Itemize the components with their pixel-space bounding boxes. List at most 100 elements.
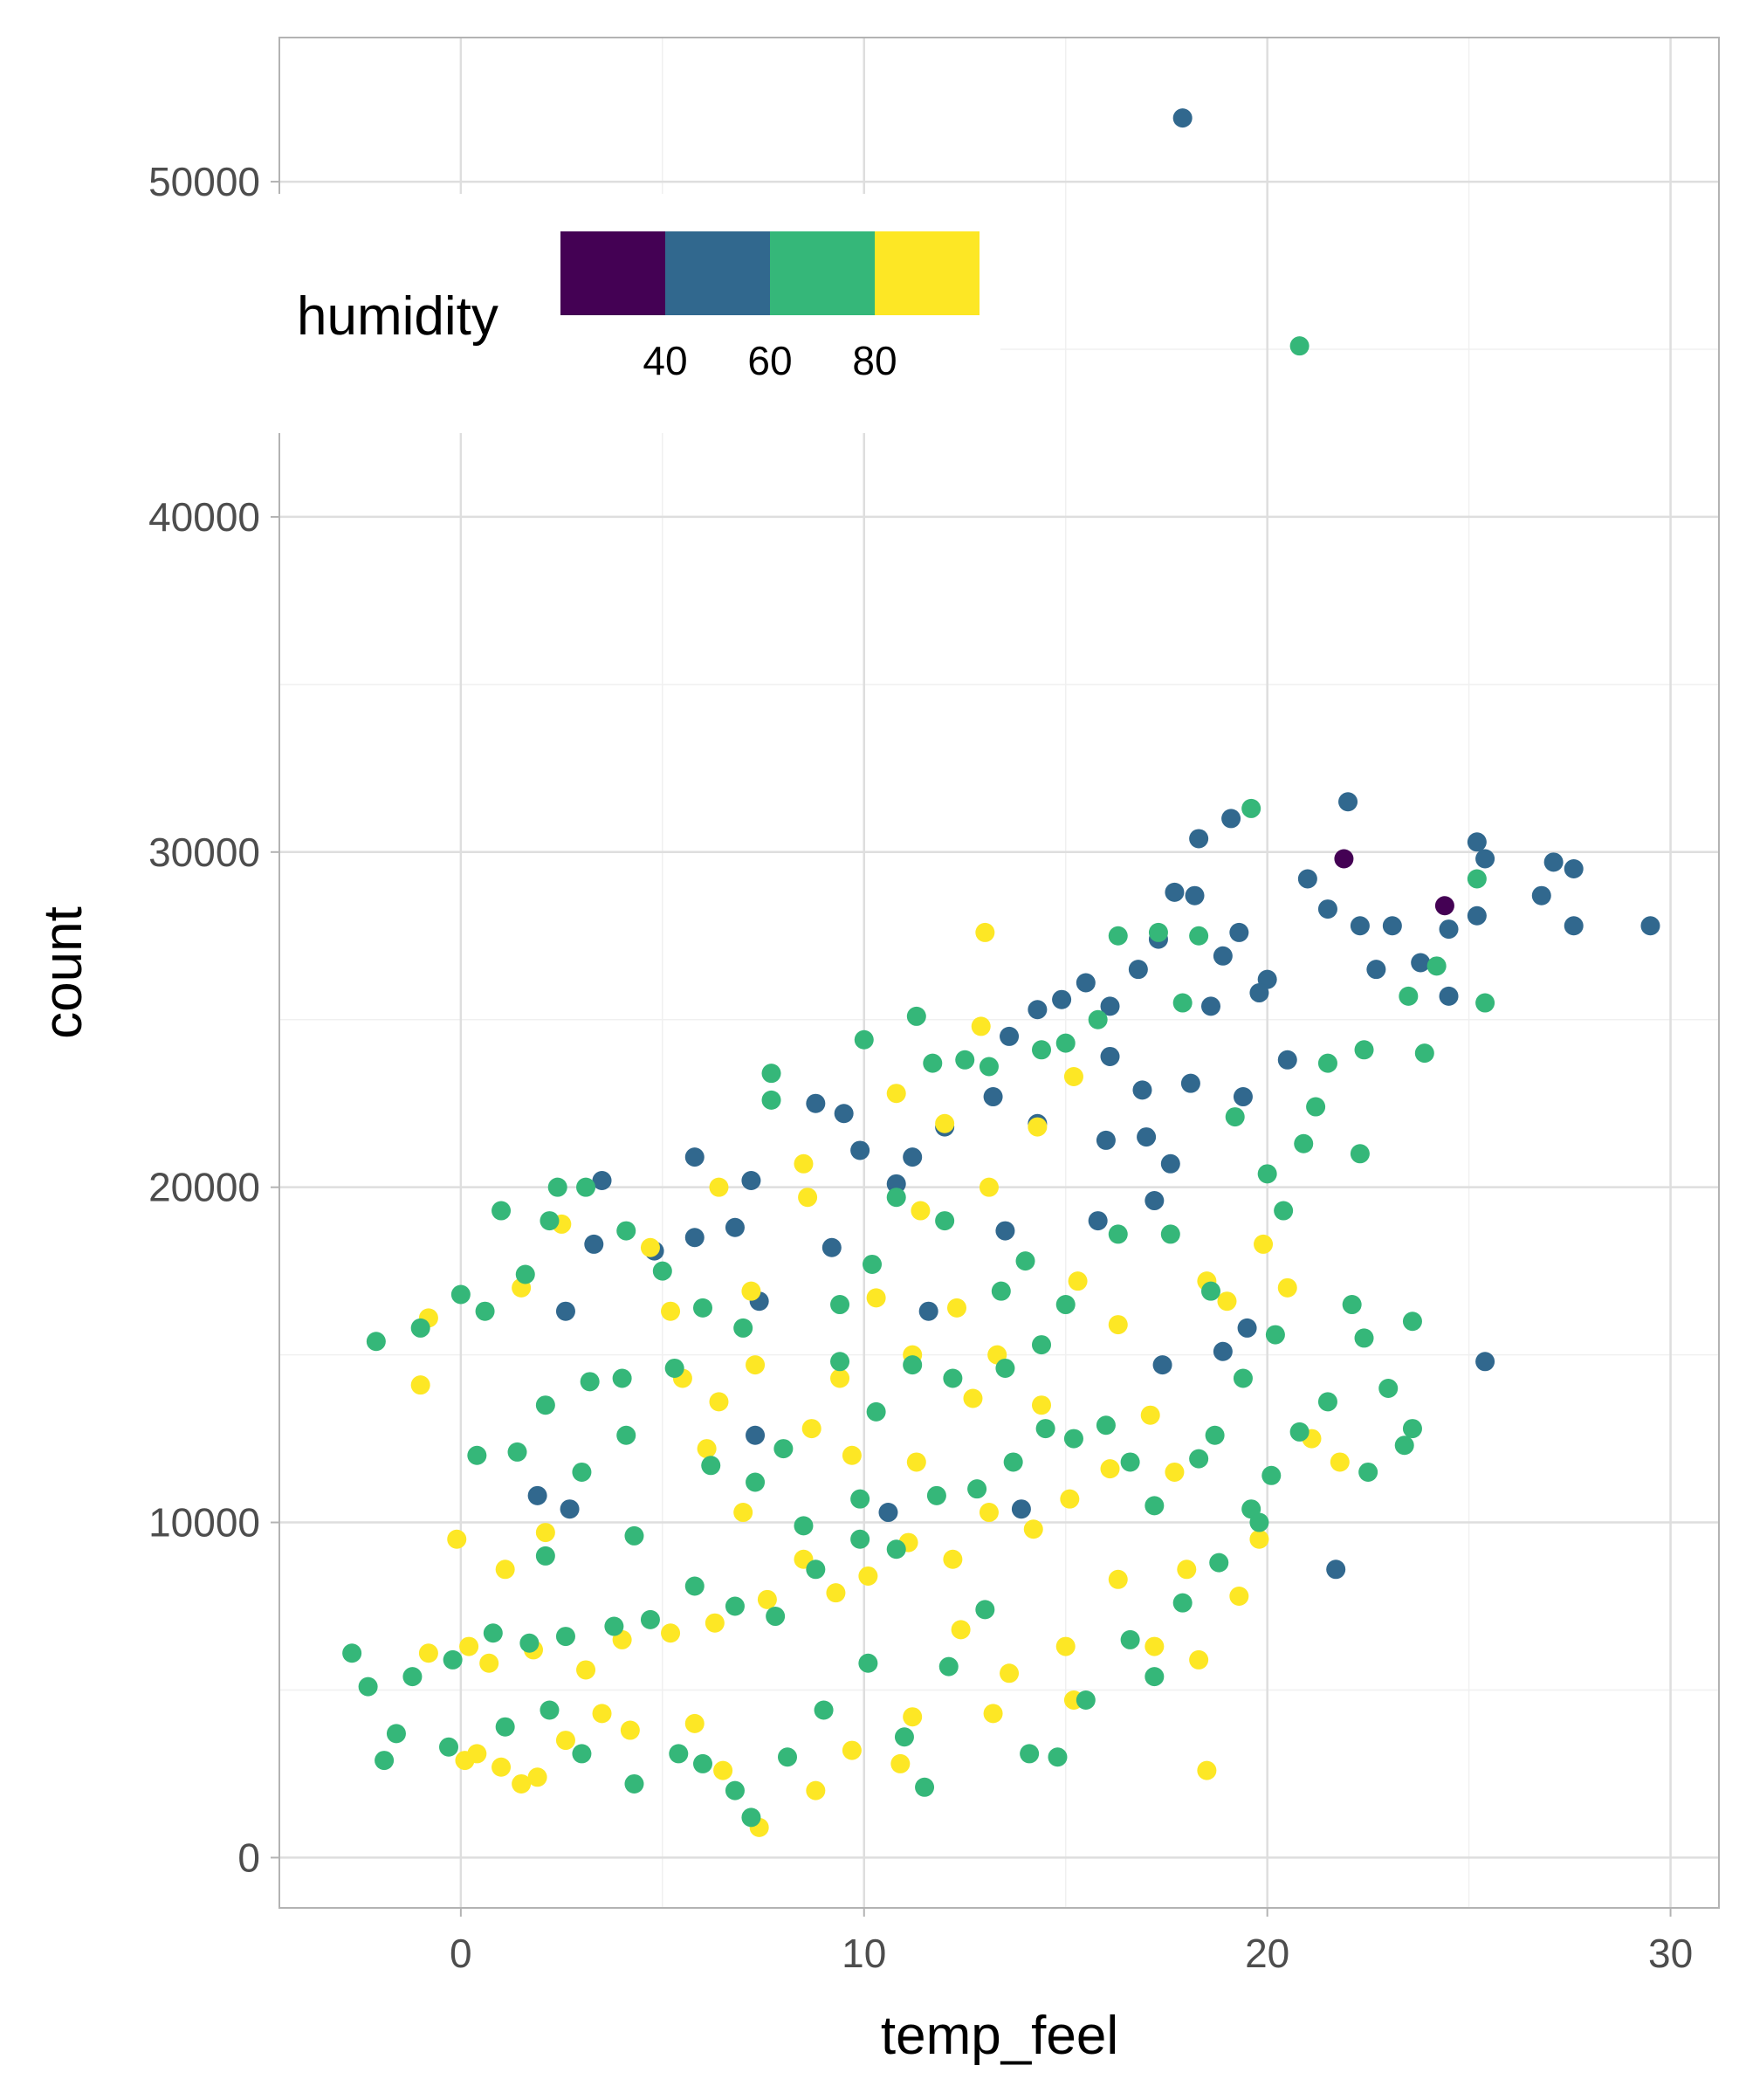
data-point xyxy=(798,1188,818,1208)
data-point xyxy=(746,1472,766,1492)
x-tick-label: 10 xyxy=(842,1931,886,1976)
data-point xyxy=(1035,1419,1055,1439)
data-point xyxy=(773,1439,794,1459)
legend-break-label: 80 xyxy=(852,338,897,383)
data-point xyxy=(926,1485,946,1505)
data-point xyxy=(1096,1415,1116,1436)
data-point xyxy=(1394,1436,1414,1456)
data-point xyxy=(1140,1405,1160,1425)
data-point xyxy=(842,1445,862,1465)
legend-color-bin xyxy=(560,231,665,315)
legend-title: humidity xyxy=(297,286,498,347)
data-point xyxy=(1201,996,1220,1016)
data-point xyxy=(1148,922,1168,942)
data-point xyxy=(806,1780,826,1800)
data-point xyxy=(1254,1234,1274,1254)
data-point xyxy=(540,1211,560,1231)
data-point xyxy=(616,1221,636,1241)
data-point xyxy=(1189,829,1209,849)
data-point xyxy=(1032,1335,1051,1355)
data-point xyxy=(1475,849,1495,869)
legend-color-bin xyxy=(665,231,770,315)
data-point xyxy=(1132,1080,1152,1100)
data-point xyxy=(447,1529,467,1549)
data-point xyxy=(592,1171,612,1190)
data-point xyxy=(1317,1392,1337,1412)
data-point xyxy=(850,1489,870,1509)
data-point xyxy=(967,1479,987,1499)
data-point xyxy=(1326,1560,1346,1580)
data-point xyxy=(761,1064,781,1084)
data-point xyxy=(938,1656,959,1677)
data-point xyxy=(806,1093,826,1113)
data-point xyxy=(1213,946,1233,966)
data-point xyxy=(1564,916,1584,936)
data-point xyxy=(1640,916,1660,936)
data-point xyxy=(746,1355,766,1375)
data-point xyxy=(560,1499,580,1519)
data-point xyxy=(693,1753,712,1773)
data-point xyxy=(540,1700,560,1720)
data-point xyxy=(1120,1629,1140,1649)
data-point xyxy=(943,1549,963,1569)
legend-break-label: 60 xyxy=(747,338,792,383)
data-point xyxy=(1205,1425,1225,1445)
data-point xyxy=(584,1234,604,1254)
data-point xyxy=(1233,1087,1253,1107)
data-point xyxy=(963,1388,983,1408)
data-point xyxy=(535,1395,555,1415)
data-point xyxy=(1229,922,1249,942)
data-point xyxy=(705,1613,725,1633)
data-point xyxy=(1402,1419,1422,1439)
data-point xyxy=(669,1744,689,1764)
data-point xyxy=(1096,1130,1116,1150)
data-point xyxy=(410,1318,430,1338)
data-point xyxy=(1467,869,1487,889)
data-point xyxy=(725,1596,745,1616)
data-point xyxy=(366,1332,386,1352)
data-point xyxy=(1108,1224,1128,1244)
data-point xyxy=(1063,1067,1083,1086)
data-point xyxy=(491,1201,512,1221)
data-point xyxy=(1048,1747,1068,1767)
data-point xyxy=(1189,926,1209,946)
data-point xyxy=(1354,1328,1374,1348)
data-point xyxy=(971,1016,991,1036)
data-point xyxy=(1439,986,1459,1006)
data-point xyxy=(1063,1429,1083,1449)
data-point xyxy=(983,1087,1003,1107)
data-point xyxy=(375,1751,395,1771)
data-point xyxy=(624,1525,644,1546)
data-point xyxy=(741,1807,761,1828)
data-point xyxy=(1237,1318,1257,1338)
data-point xyxy=(806,1560,826,1580)
data-point xyxy=(1100,1046,1120,1066)
data-point xyxy=(459,1636,479,1656)
data-point xyxy=(1277,1050,1297,1070)
data-point xyxy=(1189,1649,1209,1670)
data-point xyxy=(801,1419,821,1439)
legend-color-bin xyxy=(770,231,875,315)
data-point xyxy=(450,1284,471,1305)
grid xyxy=(279,38,1719,1908)
data-point xyxy=(1334,849,1354,869)
data-point xyxy=(693,1298,712,1318)
x-axis: 0 10 20 30 xyxy=(450,1908,1693,1976)
data-point xyxy=(1306,1097,1326,1117)
data-point xyxy=(830,1352,850,1372)
data-point xyxy=(903,1355,923,1375)
data-point xyxy=(906,1452,926,1472)
y-tick-label: 50000 xyxy=(148,159,260,204)
data-point xyxy=(1543,852,1564,872)
data-point xyxy=(652,1261,672,1281)
data-point xyxy=(1160,1224,1180,1244)
data-point xyxy=(1003,1452,1023,1472)
data-point xyxy=(640,1609,660,1629)
data-point xyxy=(995,1358,1015,1378)
data-point xyxy=(1249,983,1269,1003)
data-point xyxy=(1402,1312,1422,1332)
data-point xyxy=(1011,1499,1031,1519)
data-point xyxy=(1317,899,1337,919)
data-point xyxy=(983,1704,1003,1724)
